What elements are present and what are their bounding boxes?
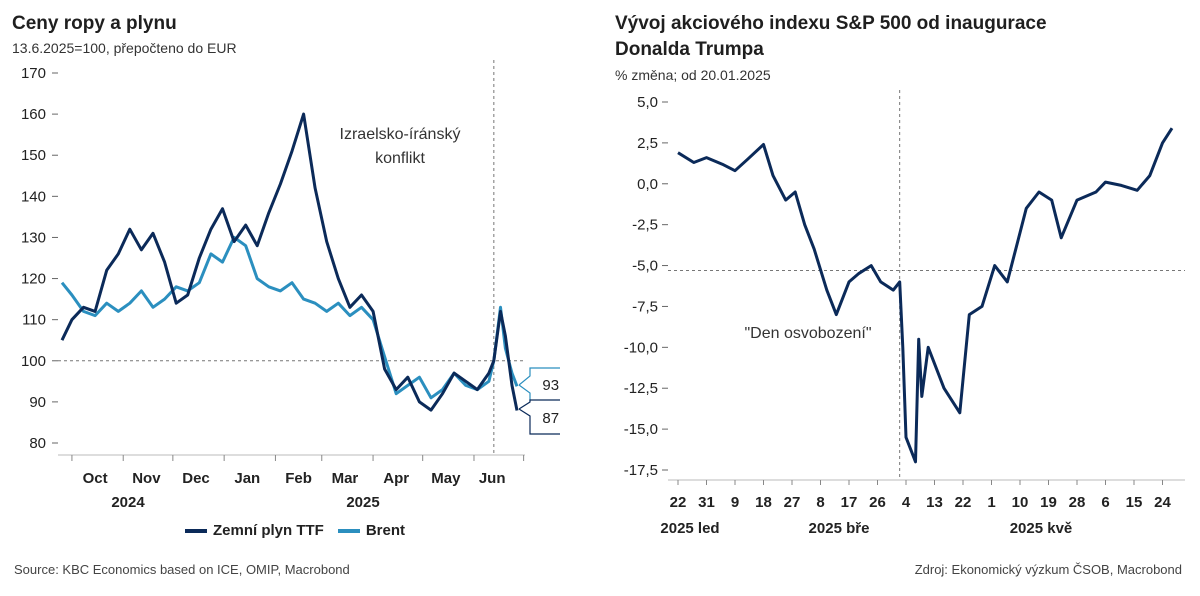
right-y-tick-label: 5,0	[637, 94, 658, 111]
right-y-tick-label: 2,5	[637, 135, 658, 152]
right-x-tick-label: 18	[755, 494, 772, 511]
conflict-annotation-line2: konflikt	[375, 150, 425, 167]
left-y-tick-label: 100	[21, 353, 46, 370]
left-x-tick-label: Feb	[285, 470, 312, 487]
right-x-tick-label: 31	[698, 494, 715, 511]
left-chart-title: Ceny ropy a plynu	[12, 13, 177, 34]
svg-text:87.9: 87.9	[542, 410, 560, 427]
right-chart-title-line1: Vývoj akciového indexu S&P 500 od inaugu…	[615, 13, 1047, 34]
brent-end-label: 93.8	[518, 367, 560, 402]
right-x-tick-label: 17	[841, 494, 858, 511]
right-y-tick-label: -5,0	[632, 258, 658, 275]
year-label-2025: 2025	[346, 494, 379, 508]
right-x-tick-label: 8	[816, 494, 824, 511]
left-y-tick-label: 160	[21, 106, 46, 123]
left-x-tick-label: Nov	[132, 470, 161, 487]
right-x-tick-label: 1	[987, 494, 995, 511]
gas-end-label: 87.9	[518, 399, 560, 435]
left-y-tick-label: 170	[21, 65, 46, 82]
left-x-tick-label: Apr	[383, 470, 409, 487]
legend-swatch-brent	[337, 528, 360, 533]
right-y-tick-label: -10,0	[624, 339, 658, 356]
right-chart: 5,0 2,5 0,0 -2,5 -5,0 -7,5 -10,0 -12,5 -15,0 -17,…	[624, 90, 1185, 537]
right-y-tick-label: -2,5	[632, 217, 658, 234]
right-y-tick-label: 0,0	[637, 176, 658, 193]
left-y-tick-label: 120	[21, 271, 46, 288]
sp500-series-line	[677, 127, 1174, 464]
right-x-tick-label: 9	[731, 494, 739, 511]
conflict-annotation-line1: Izraelsko-íránský	[340, 126, 461, 143]
left-y-tick-label: 90	[29, 394, 46, 411]
left-y-tick-label: 150	[21, 147, 46, 164]
right-y-tick-label: -7,5	[632, 298, 658, 315]
right-x-tick-label: 15	[1126, 494, 1143, 511]
right-source: Zdroj: Ekonomický výzkum ČSOB, Macrobond	[914, 562, 1182, 577]
right-x-tick-label: 13	[926, 494, 943, 511]
right-x-tick-label: 10	[1012, 494, 1029, 511]
left-x-tick-label: Dec	[182, 470, 210, 487]
right-x-tick-label: 19	[1040, 494, 1057, 511]
right-x-tick-label: 27	[784, 494, 801, 511]
legend-swatch-gas	[185, 528, 207, 533]
right-x-tick-label: 4	[902, 494, 911, 511]
left-chart-subtitle: 13.6.2025=100, přepočteno do EUR	[12, 40, 237, 56]
legend-label-brent: Brent	[365, 522, 406, 539]
left-x-tick-label: Mar	[332, 470, 359, 487]
brent-series-line	[60, 235, 519, 400]
month-label-mar: 2025 bře	[809, 520, 870, 537]
right-y-tick-label: -12,5	[624, 380, 658, 397]
left-y-tick-label: 130	[21, 229, 46, 246]
right-chart-title-line2: Donalda Trumpa	[615, 39, 764, 60]
right-x-tick-label: 28	[1069, 494, 1086, 511]
right-y-tick-label: -17,5	[624, 462, 658, 479]
right-x-tick-label: 26	[869, 494, 886, 511]
gas-series-line	[60, 112, 519, 412]
legend-label-gas: Zemní plyn TTF	[213, 522, 324, 539]
left-x-tick-label: Jun	[479, 470, 506, 487]
left-chart: 80 90 100 110 120 130 140 150 160 170 Oct Nov Dec Ja…	[21, 60, 560, 508]
right-x-tick-label: 22	[670, 494, 687, 511]
liberation-day-annotation: "Den osvobození"	[745, 325, 872, 342]
svg-text:93.8: 93.8	[542, 377, 560, 394]
left-y-tick-label: 80	[29, 435, 46, 452]
year-label-2024: 2024	[111, 494, 145, 508]
left-x-tick-label: Oct	[83, 470, 108, 487]
right-chart-subtitle: % změna; od 20.01.2025	[615, 67, 771, 83]
left-y-tick-label: 140	[21, 188, 46, 205]
right-x-tick-label: 24	[1154, 494, 1171, 511]
month-label-may: 2025 kvě	[1010, 520, 1073, 537]
right-x-tick-label: 22	[955, 494, 972, 511]
left-source: Source: KBC Economics based on ICE, OMIP…	[14, 562, 350, 577]
left-y-tick-label: 110	[22, 312, 46, 329]
right-x-tick-label: 6	[1101, 494, 1109, 511]
left-x-tick-label: Jan	[234, 470, 260, 487]
month-label-jan: 2025 led	[660, 520, 719, 537]
left-legend: Zemní plyn TTF Brent	[185, 522, 405, 539]
right-y-tick-label: -15,0	[624, 421, 658, 438]
left-x-tick-label: May	[431, 470, 461, 487]
